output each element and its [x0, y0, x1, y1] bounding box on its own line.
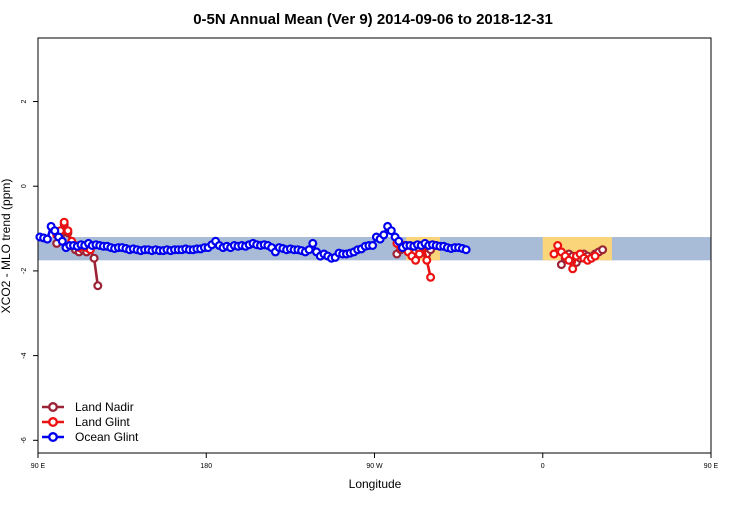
land-glint-point	[63, 226, 73, 236]
land-nadir-point	[93, 281, 103, 291]
land-glint-point	[414, 249, 424, 259]
x-tick-label: 0	[541, 463, 545, 470]
land-glint-point	[422, 255, 432, 265]
ocean-glint-point	[304, 245, 314, 255]
ocean-glint-point	[308, 238, 318, 248]
ocean-glint-point	[57, 236, 67, 246]
x-tick-label: 90 E	[704, 463, 719, 470]
legend-land-glint-label: Land Glint	[75, 415, 130, 429]
y-tick-label: -2	[21, 268, 28, 274]
y-tick-label: 2	[21, 99, 28, 103]
y-tick-label: 0	[21, 184, 28, 188]
land-glint-point	[553, 241, 563, 251]
legend-ocean-glint-label: Ocean Glint	[75, 430, 139, 444]
legend-land-nadir-label: Land Nadir	[75, 400, 134, 414]
ocean-glint-point	[50, 226, 60, 236]
land-glint-point	[549, 249, 559, 259]
y-tick-label: -6	[21, 437, 28, 443]
series-layer	[35, 217, 608, 291]
axes: 90 E 180 90 W 0 90 E 2 0 -2 -4 -6	[21, 37, 719, 470]
x-tick-label: 90 W	[366, 463, 383, 470]
x-tick-label: 90 E	[31, 463, 46, 470]
ocean-glint-point	[368, 241, 378, 251]
land-glint-point	[564, 255, 574, 265]
ocean-glint-point	[379, 230, 389, 240]
land-glint-point	[568, 264, 578, 274]
x-axis-label: Longitude	[349, 477, 402, 491]
legend-land-glint-marker	[48, 417, 59, 428]
land-glint-point	[590, 251, 600, 261]
ocean-glint-point	[394, 236, 404, 246]
ocean-glint-point	[461, 245, 471, 255]
legend-ocean-glint-marker	[48, 432, 59, 443]
chart-title: 0-5N Annual Mean (Ver 9) 2014-09-06 to 2…	[193, 11, 553, 28]
land-glint-point	[411, 255, 421, 265]
land-nadir-point	[556, 260, 566, 270]
legend-land-nadir-marker	[48, 402, 59, 413]
land-nadir-point	[598, 245, 608, 255]
x-tick-label: 180	[200, 463, 212, 470]
y-tick-label: -4	[21, 352, 28, 358]
ocean-glint-point	[386, 226, 396, 236]
land-glint-point	[59, 217, 69, 227]
land-glint-point	[426, 272, 436, 282]
y-axis-label: XCO2 - MLO trend (ppm)	[0, 179, 13, 314]
land-nadir-point	[89, 253, 99, 263]
ocean-glint-point	[42, 234, 52, 244]
